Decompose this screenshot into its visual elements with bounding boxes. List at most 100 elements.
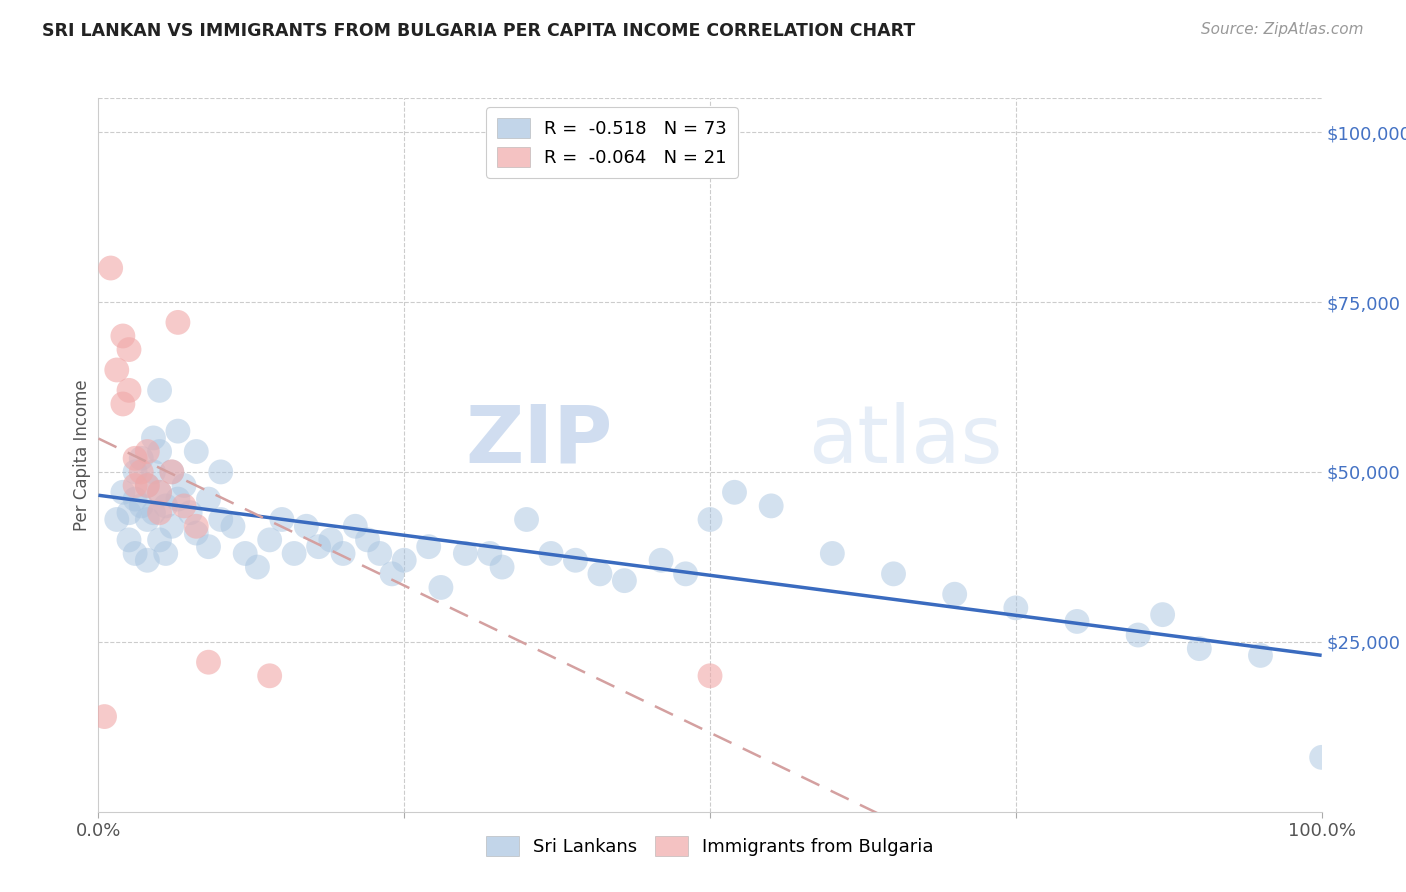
- Point: [142, 506, 165, 520]
- Point: [209, 465, 232, 479]
- Point: [675, 566, 697, 581]
- Point: [160, 465, 183, 479]
- Point: [381, 566, 404, 581]
- Point: [167, 315, 190, 329]
- Point: [392, 553, 416, 567]
- Point: [155, 546, 177, 560]
- Point: [118, 343, 141, 357]
- Point: [149, 506, 172, 520]
- Point: [418, 540, 440, 554]
- Point: [1066, 615, 1088, 629]
- Point: [167, 424, 190, 438]
- Point: [515, 512, 537, 526]
- Point: [821, 546, 844, 560]
- Point: [105, 363, 128, 377]
- Point: [142, 431, 165, 445]
- Y-axis label: Per Capita Income: Per Capita Income: [73, 379, 91, 531]
- Point: [100, 260, 122, 275]
- Text: SRI LANKAN VS IMMIGRANTS FROM BULGARIA PER CAPITA INCOME CORRELATION CHART: SRI LANKAN VS IMMIGRANTS FROM BULGARIA P…: [42, 22, 915, 40]
- Point: [319, 533, 342, 547]
- Point: [943, 587, 966, 601]
- Point: [155, 499, 177, 513]
- Point: [111, 329, 134, 343]
- Point: [118, 384, 141, 398]
- Point: [197, 540, 219, 554]
- Point: [136, 553, 159, 567]
- Point: [233, 546, 256, 560]
- Point: [186, 444, 208, 458]
- Text: ZIP: ZIP: [465, 401, 612, 480]
- Point: [883, 566, 905, 581]
- Point: [197, 492, 219, 507]
- Point: [124, 465, 146, 479]
- Point: [356, 533, 378, 547]
- Point: [308, 540, 330, 554]
- Point: [118, 506, 141, 520]
- Point: [129, 499, 152, 513]
- Point: [124, 492, 146, 507]
- Point: [650, 553, 672, 567]
- Point: [129, 465, 152, 479]
- Point: [222, 519, 245, 533]
- Point: [259, 669, 281, 683]
- Point: [344, 519, 367, 533]
- Point: [454, 546, 477, 560]
- Point: [124, 546, 146, 560]
- Point: [197, 655, 219, 669]
- Point: [613, 574, 636, 588]
- Text: Source: ZipAtlas.com: Source: ZipAtlas.com: [1201, 22, 1364, 37]
- Point: [105, 512, 128, 526]
- Point: [270, 512, 294, 526]
- Point: [124, 478, 146, 492]
- Point: [589, 566, 612, 581]
- Point: [173, 478, 195, 492]
- Point: [136, 512, 159, 526]
- Point: [136, 478, 159, 492]
- Point: [1128, 628, 1150, 642]
- Point: [179, 506, 201, 520]
- Text: atlas: atlas: [808, 401, 1002, 480]
- Point: [1004, 600, 1026, 615]
- Point: [142, 465, 165, 479]
- Point: [699, 669, 721, 683]
- Point: [332, 546, 354, 560]
- Point: [761, 499, 783, 513]
- Point: [430, 581, 453, 595]
- Point: [136, 478, 159, 492]
- Point: [295, 519, 318, 533]
- Point: [173, 499, 195, 513]
- Point: [246, 560, 269, 574]
- Point: [149, 485, 172, 500]
- Point: [186, 526, 208, 541]
- Point: [129, 451, 152, 466]
- Point: [478, 546, 501, 560]
- Legend: Sri Lankans, Immigrants from Bulgaria: Sri Lankans, Immigrants from Bulgaria: [479, 829, 941, 863]
- Point: [160, 519, 183, 533]
- Point: [209, 512, 232, 526]
- Point: [167, 492, 190, 507]
- Point: [149, 533, 172, 547]
- Point: [1152, 607, 1174, 622]
- Point: [491, 560, 513, 574]
- Point: [283, 546, 305, 560]
- Point: [93, 709, 115, 723]
- Point: [540, 546, 562, 560]
- Point: [259, 533, 281, 547]
- Point: [111, 397, 134, 411]
- Point: [118, 533, 141, 547]
- Point: [149, 384, 172, 398]
- Point: [699, 512, 721, 526]
- Point: [149, 485, 172, 500]
- Point: [136, 444, 159, 458]
- Point: [149, 444, 172, 458]
- Point: [160, 465, 183, 479]
- Point: [1249, 648, 1271, 663]
- Point: [124, 451, 146, 466]
- Point: [1310, 750, 1333, 764]
- Point: [1188, 641, 1211, 656]
- Point: [368, 546, 391, 560]
- Point: [564, 553, 586, 567]
- Point: [186, 519, 208, 533]
- Point: [723, 485, 745, 500]
- Point: [111, 485, 134, 500]
